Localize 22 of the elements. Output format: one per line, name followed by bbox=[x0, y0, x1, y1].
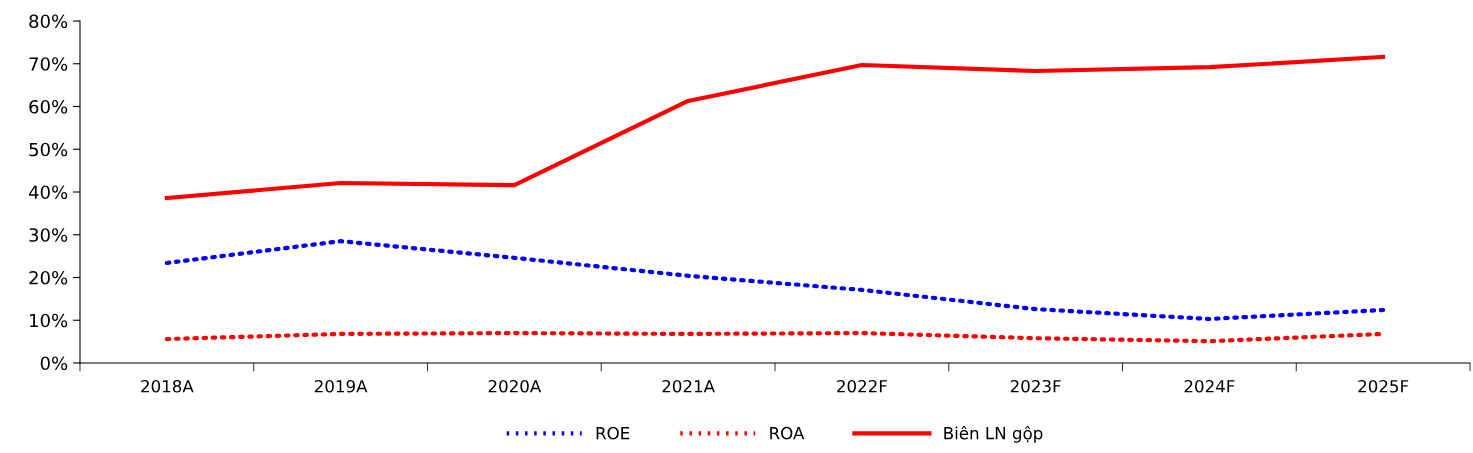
y-tick-label: 60% bbox=[29, 99, 68, 114]
x-tick-label: 2018A bbox=[141, 379, 194, 393]
line-series bbox=[164, 239, 1386, 322]
y-tick-label: 10% bbox=[30, 313, 68, 328]
legend-label: ROE bbox=[596, 426, 630, 440]
y-tick-label: 20% bbox=[29, 270, 68, 285]
x-tick-label: 2025F bbox=[1358, 379, 1409, 393]
legend-label: Biên LN gộp bbox=[944, 425, 1043, 443]
x-tick-label: 2023F bbox=[1010, 379, 1061, 393]
x-tick-label: 2020A bbox=[488, 379, 542, 393]
y-tick-label: 80% bbox=[29, 14, 68, 29]
y-tick-label: 70% bbox=[29, 57, 68, 71]
y-tick-label: 0% bbox=[40, 356, 68, 371]
legend-label: ROA bbox=[770, 426, 805, 440]
y-tick-label: 50% bbox=[29, 142, 68, 157]
line-series bbox=[164, 54, 1386, 201]
x-tick-label: 2022F bbox=[837, 379, 887, 393]
x-tick-label: 2021A bbox=[662, 379, 715, 393]
y-tick-label: 40% bbox=[28, 185, 68, 200]
x-tick-label: 2019A bbox=[314, 379, 368, 393]
y-tick-label: 30% bbox=[29, 228, 68, 242]
x-tick-label: 2024F bbox=[1184, 379, 1235, 393]
